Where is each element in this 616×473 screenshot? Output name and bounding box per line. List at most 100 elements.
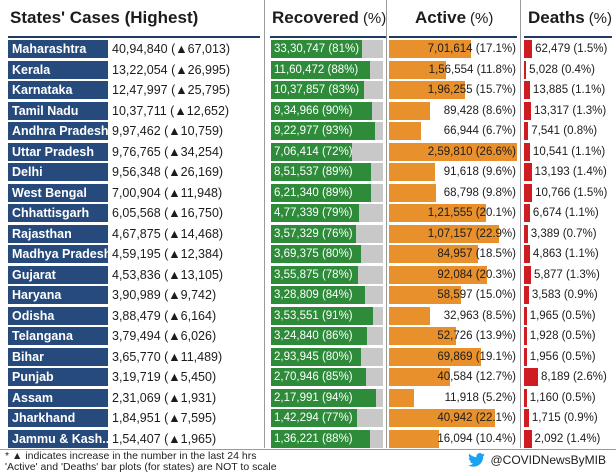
table-row: Gujarat 4,53,836 (▲13,105) 3,55,875 (78%) 9… [0,265,616,284]
recovered-label: 3,55,875 (78%) [274,268,353,281]
active-bar [389,224,500,243]
header-underline [8,36,260,38]
header-active: Active (%) [415,0,515,36]
deaths-label: 3,389 (0.7%) [530,227,597,240]
header-deaths-suffix: (%) [588,9,613,27]
state-name: Madhya Pradesh [8,245,108,263]
recovered-bar: 3,53,551 (91%) [271,306,373,325]
deaths-label: 10,541 (1.1%) [532,145,606,158]
total-cases: 6,05,568 (▲16,750) [112,206,224,220]
header-recovered: Recovered (%) [272,0,387,36]
state-name: Assam [8,388,108,407]
column-divider [264,0,265,448]
recovered-track: 3,28,809 (84%) [271,286,383,304]
recovered-bar: 2,17,991 (94%) [271,388,377,407]
deaths-bar [524,347,527,366]
active-bar [389,183,437,202]
table-row: Rajasthan 4,67,875 (▲14,468) 3,57,329 (76%… [0,224,616,243]
deaths-bar [524,101,531,120]
active-label: 66,944 (6.7%) [443,125,516,137]
total-cases: 1,84,951 (▲7,595) [112,411,217,425]
table-row: Delhi 9,56,348 (▲26,169) 8,51,537 (89%) 91,… [0,163,616,181]
recovered-track: 9,34,966 (90%) [271,101,383,120]
deaths-label: 4,863 (1.1%) [532,248,599,260]
active-bar [389,245,479,263]
state-name: Tamil Nadu [8,101,108,120]
header-active-label: Active [415,8,467,27]
recovered-label: 2,70,946 (85%) [274,371,353,383]
state-name: Kerala [8,60,108,79]
deaths-bar [524,81,530,99]
state-name: Jammu & Kash.. [8,429,108,448]
header-deaths-label: Deaths [528,8,585,27]
recovered-bar: 3,24,840 (86%) [271,327,368,345]
recovered-track: 10,37,857 (83%) [271,81,383,99]
active-bar [389,306,430,325]
recovered-track: 3,69,375 (80%) [271,245,383,263]
deaths-label: 3,583 (0.9%) [531,289,598,301]
total-cases: 12,47,997 (▲25,795) [112,83,231,97]
recovered-bar: 4,77,339 (79%) [271,204,360,222]
recovered-label: 1,42,294 (77%) [274,412,353,424]
active-label: 68,798 (9.8%) [443,186,516,199]
active-label: 91,618 (9.6%) [443,166,516,178]
recovered-bar: 1,36,221 (88%) [271,429,370,448]
deaths-label: 2,092 (1.4%) [534,432,601,445]
active-label: 1,56,554 (11.8%) [428,63,516,76]
deaths-label: 1,965 (0.5%) [529,309,596,322]
table-row: Assam 2,31,069 (▲1,931) 2,17,991 (94%) 11,9… [0,388,616,407]
table-row: Jammu & Kash.. 1,54,407 (▲1,965) 1,36,221 … [0,429,616,448]
total-cases: 3,79,494 (▲6,026) [112,329,217,343]
footnote-2: 'Active' and 'Deaths' bar plots (for sta… [5,461,277,473]
deaths-bar [524,429,532,448]
deaths-bar [524,245,530,263]
table-row: Chhattisgarh 6,05,568 (▲16,750) 4,77,339 (… [0,204,616,222]
table-row: Jharkhand 1,84,951 (▲7,595) 1,42,294 (77%)… [0,409,616,427]
total-cases: 2,31,069 (▲1,931) [112,390,217,405]
recovered-track: 4,77,339 (79%) [271,204,383,222]
state-name: Bihar [8,347,108,366]
total-cases: 3,19,719 (▲5,450) [112,370,217,384]
table-row: Uttar Pradesh 9,76,765 (▲34,254) 7,06,414 … [0,142,616,161]
deaths-bar [524,388,527,407]
recovered-track: 3,24,840 (86%) [271,327,383,345]
deaths-label: 6,674 (1.1%) [532,207,599,219]
active-bar [389,101,431,120]
header-states: States' Cases (Highest) [10,0,260,36]
active-label: 92,084 (20.3%) [437,268,516,281]
deaths-label: 13,885 (1.1%) [532,84,606,96]
recovered-label: 1,36,221 (88%) [274,432,353,445]
deaths-bar [524,286,529,304]
table-row: Odisha 3,88,479 (▲6,164) 3,53,551 (91%) 32,… [0,306,616,325]
recovered-bar: 11,60,472 (88%) [271,60,370,79]
deaths-label: 5,028 (0.4%) [529,63,595,76]
recovered-bar: 9,34,966 (90%) [271,101,372,120]
recovered-label: 10,37,857 (83%) [274,84,360,96]
recovered-label: 9,22,977 (93%) [274,125,353,137]
recovered-track: 8,51,537 (89%) [271,163,383,181]
table-row: Madhya Pradesh 4,59,195 (▲12,384) 3,69,375… [0,245,616,263]
header-deaths: Deaths (%) [528,0,614,36]
recovered-label: 8,51,537 (89%) [274,166,353,178]
deaths-bar [524,60,527,79]
active-label: 69,869 (19.1%) [437,350,516,363]
recovered-track: 1,42,294 (77%) [271,409,383,427]
state-name: Andhra Pradesh [8,122,108,140]
recovered-track: 2,70,946 (85%) [271,368,383,386]
table-row: Telangana 3,79,494 (▲6,026) 3,24,840 (86%)… [0,327,616,345]
total-cases: 10,37,711 (▲12,652) [112,103,230,118]
active-bar [389,429,440,448]
recovered-label: 6,21,340 (89%) [274,186,353,199]
state-name: Punjab [8,368,108,386]
header-states-label: States' Cases (Highest) [10,8,199,27]
recovered-label: 9,34,966 (90%) [274,104,353,117]
recovered-bar: 9,22,977 (93%) [271,122,376,140]
active-label: 52,726 (13.9%) [437,330,516,342]
deaths-bar [524,40,533,58]
active-bar [389,40,472,58]
recovered-bar: 6,21,340 (89%) [271,183,371,202]
deaths-bar [524,368,538,386]
state-name: Uttar Pradesh [8,142,108,161]
deaths-bar [524,265,531,284]
state-name: Jharkhand [8,409,108,427]
